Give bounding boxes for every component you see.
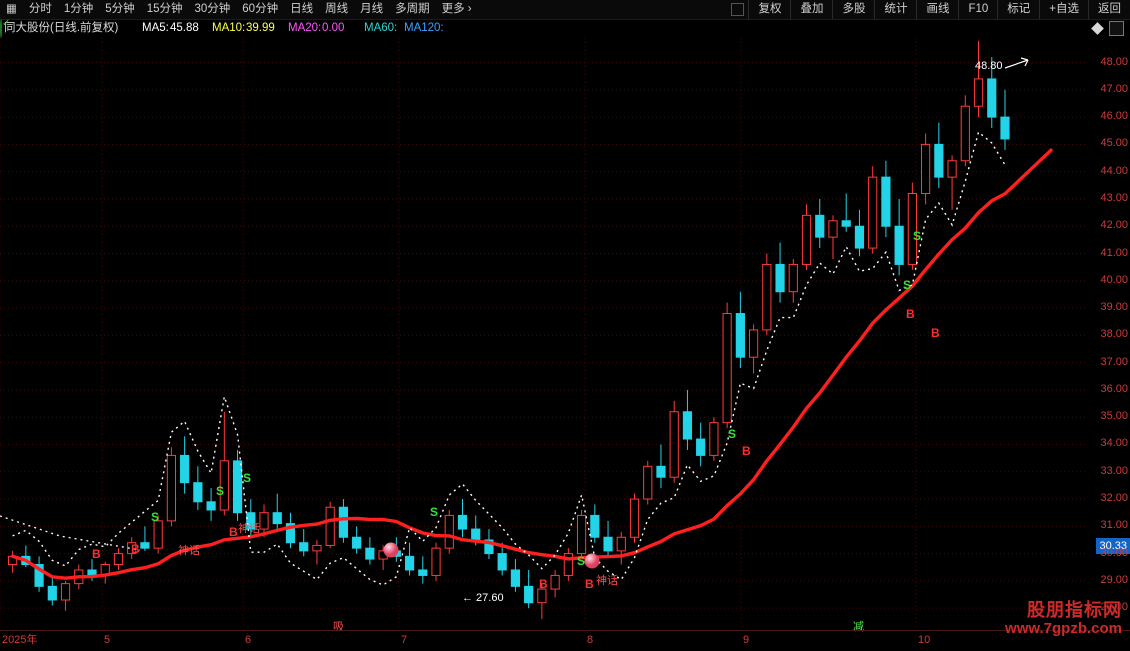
btn-add-zixuan[interactable]: +自选 <box>1039 0 1088 19</box>
watermark-line2: www.7gpzb.com <box>1005 620 1122 637</box>
svg-text:B: B <box>906 307 915 321</box>
y-axis: 30.33 48.00 47.00 46.00 45.00 44.00 43.00 42.0… <box>1082 38 1130 630</box>
x-tick: 6 <box>245 634 252 646</box>
y-tick: 36.00 <box>1100 382 1128 395</box>
period-monthly[interactable]: 月线 <box>360 3 384 15</box>
toolbar-left-group: ▦ 分时 1分钟 5分钟 15分钟 30分钟 60分钟 日线 周线 月线 多周期… <box>0 0 478 19</box>
x-tick: 9 <box>743 634 750 646</box>
y-tick: 37.00 <box>1100 355 1128 368</box>
peak-price-label: 48.80 <box>975 60 1003 72</box>
ma10-label: MA10: <box>212 22 246 34</box>
x-tick: 7 <box>401 634 408 646</box>
btn-f10[interactable]: F10 <box>958 0 997 19</box>
y-tick: 43.00 <box>1100 191 1128 204</box>
y-tick: 42.00 <box>1100 219 1128 232</box>
y-tick: 46.00 <box>1100 110 1128 123</box>
ma20-value: 0.00 <box>322 22 345 34</box>
svg-text:B: B <box>742 444 751 458</box>
y-tick: 29.00 <box>1100 573 1128 586</box>
svg-text:S: S <box>243 471 251 485</box>
ma5-label: MA5: <box>142 22 169 34</box>
info-right-icons <box>1091 21 1124 36</box>
svg-text:B: B <box>931 326 940 340</box>
svg-text:S: S <box>216 484 224 498</box>
svg-text:S: S <box>577 554 585 568</box>
ma60-label: MA60: <box>364 22 398 34</box>
stock-title: 同大股份(日线.前复权) <box>4 22 119 34</box>
y-tick: 48.00 <box>1100 55 1128 68</box>
y-tick: 35.00 <box>1100 410 1128 423</box>
shenhua-label-3: 神话 <box>596 575 618 587</box>
period-multi[interactable]: 多周期 <box>395 3 430 15</box>
x-tick: 5 <box>104 634 111 646</box>
x-tick: 8 <box>587 634 594 646</box>
period-30min[interactable]: 30分钟 <box>194 3 231 15</box>
y-tick: 47.00 <box>1100 82 1128 95</box>
svg-text:S: S <box>430 505 438 519</box>
ma5-value: 45.88 <box>170 22 199 34</box>
btn-biaoji[interactable]: 标记 <box>997 0 1039 19</box>
btn-duogu[interactable]: 多股 <box>832 0 874 19</box>
diamond-icon[interactable] <box>1091 22 1104 35</box>
svg-text:B: B <box>131 542 140 556</box>
btn-fuquan[interactable]: 复权 <box>748 0 790 19</box>
ma10-value: 39.99 <box>246 22 275 34</box>
settings-square-icon[interactable] <box>1109 21 1124 36</box>
check-icon[interactable] <box>0 19 2 38</box>
low-price-label: ← 27.60 <box>462 592 504 604</box>
ma20-label: MA20: <box>288 22 322 34</box>
x-tick: 10 <box>918 634 931 646</box>
grid-icon[interactable]: ▦ <box>6 3 17 15</box>
x-tick: 2025年 <box>2 634 38 646</box>
y-tick: 41.00 <box>1100 246 1128 259</box>
period-15min[interactable]: 15分钟 <box>146 3 183 15</box>
layout-icon[interactable] <box>731 3 745 16</box>
y-tick: 44.00 <box>1100 164 1128 177</box>
ma120-label: MA120: <box>404 22 444 34</box>
svg-text:B: B <box>92 547 101 561</box>
y-tick: 40.00 <box>1100 273 1128 286</box>
period-fenshi[interactable]: 分时 <box>28 3 52 15</box>
period-60min[interactable]: 60分钟 <box>242 3 279 15</box>
y-tick: 34.00 <box>1100 437 1128 450</box>
toolbar-right-group: 复权 叠加 多股 统计 画线 F10 标记 +自选 返回 <box>727 0 1130 19</box>
top-toolbar: ▦ 分时 1分钟 5分钟 15分钟 30分钟 60分钟 日线 周线 月线 多周期… <box>0 0 1130 20</box>
y-tick: 45.00 <box>1100 137 1128 150</box>
y-tick: 33.00 <box>1100 464 1128 477</box>
info-bar: 同大股份(日线.前复权) MA5: 45.88 MA10: 39.99 MA20… <box>0 19 1130 38</box>
svg-text:S: S <box>913 229 921 243</box>
svg-text:S: S <box>728 427 736 441</box>
jian-marker: 减 <box>853 621 864 633</box>
y-tick: 39.00 <box>1100 301 1128 314</box>
period-1min[interactable]: 1分钟 <box>63 3 94 15</box>
y-tick: 32.00 <box>1100 492 1128 505</box>
period-weekly[interactable]: 周线 <box>325 3 349 15</box>
svg-text:B: B <box>229 525 238 539</box>
svg-text:S: S <box>151 510 159 524</box>
btn-huaxian[interactable]: 画线 <box>916 0 958 19</box>
shenhua-label-1: 神话 <box>178 545 200 557</box>
svg-text:B: B <box>585 577 594 591</box>
shenhua-label-2: 神话 <box>238 523 260 535</box>
y-tick: 30.00 <box>1100 546 1128 559</box>
y-tick: 31.00 <box>1100 519 1128 532</box>
x-axis: 2025年 5 6 7 8 9 10 <box>0 630 1130 651</box>
period-5min[interactable]: 5分钟 <box>105 3 135 15</box>
last-price-badge: 30.33 <box>1096 537 1130 554</box>
y-tick: 28.00 <box>1100 601 1128 614</box>
xi-marker: 吸 <box>333 621 344 633</box>
btn-diejia[interactable]: 叠加 <box>790 0 832 19</box>
svg-text:S: S <box>903 278 911 292</box>
btn-fanhui[interactable]: 返回 <box>1088 0 1130 19</box>
btn-tongji[interactable]: 统计 <box>874 0 916 19</box>
period-more[interactable]: 更多 › <box>441 3 472 15</box>
y-tick: 38.00 <box>1100 328 1128 341</box>
watermark-line1: 股朋指标网 <box>1027 600 1122 620</box>
period-daily[interactable]: 日线 <box>290 3 314 15</box>
svg-text:B: B <box>539 577 548 591</box>
